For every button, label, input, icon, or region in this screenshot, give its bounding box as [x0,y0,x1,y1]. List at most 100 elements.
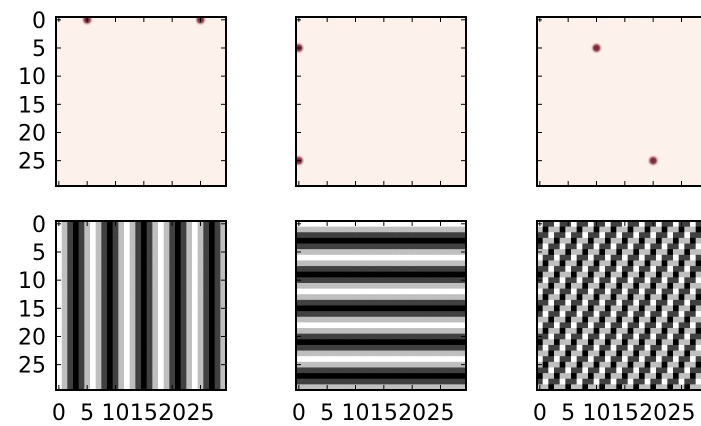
heatmap-cell [576,361,583,369]
heatmap-cell [56,288,63,295]
heatmap-cell [656,237,663,245]
heatmap-cell [341,232,348,239]
heatmap-cell [324,226,331,233]
heatmap-cell [392,277,399,284]
heatmap-cell [107,260,114,267]
heatmap-cell [633,361,640,369]
heatmap-cell [112,294,119,301]
heatmap-cell [449,344,456,352]
heatmap-cell [84,378,91,385]
heatmap-cell [313,243,320,250]
heatmap-cell [381,367,388,374]
heatmap-cell [158,221,165,228]
heatmap-cell [307,249,314,256]
heatmap-cell [678,277,685,284]
panel-bottom-middle: 0 5 10 15 20 25 [292,220,467,426]
heatmap-cell [690,322,697,329]
heatmap-cell [209,373,216,380]
heatmap-cell [610,356,617,363]
heatmap-cell [398,384,405,390]
heatmap-cell [318,237,325,245]
heatmap-cell [554,328,561,335]
heatmap-cell [437,361,444,369]
heatmap-cell [599,311,606,318]
heatmap-cell [101,316,108,323]
heatmap-cell [554,221,561,228]
heatmap-cell [650,237,657,245]
heatmap-cell [667,373,674,380]
heatmap-cell [398,266,405,273]
heatmap-cell [90,350,97,357]
heatmap-cell [644,260,651,267]
heatmap-cell [158,249,165,256]
heatmap-cell [432,316,439,323]
heatmap-cell [690,356,697,363]
heatmap-cell [443,344,450,352]
heatmap-cell [118,237,125,245]
heatmap-cell [381,271,388,278]
heatmap-cell [420,305,427,312]
heatmap-cell [118,249,125,256]
heatmap-cell [610,373,617,380]
heatmap-cell [209,237,216,245]
heatmap-cell [633,232,640,239]
heatmap-cell [112,316,119,323]
heatmap-cell [690,288,697,295]
heatmap-cell [627,221,634,228]
heatmap-cell [61,344,68,352]
heatmap-cell [324,356,331,363]
heatmap-cell [381,356,388,363]
heatmap-cell [460,288,466,295]
heatmap-cell [559,339,566,346]
heatmap-cell [616,367,623,374]
heatmap-cell [426,333,433,340]
heatmap-cell [163,243,170,250]
heatmap-cell [180,328,187,335]
heatmap-cell [152,288,159,295]
heatmap-cell [129,243,136,250]
heatmap-cell [610,266,617,273]
heatmap-cell [324,344,331,352]
heatmap-cell [610,339,617,346]
heatmap-cell [616,249,623,256]
heatmap-cell [347,260,354,267]
heatmap-cell [347,271,354,278]
heatmap-cell [605,237,612,245]
heatmap-cell [409,299,416,307]
heatmap-cell [426,260,433,267]
heatmap-cell [678,271,685,278]
heatmap-cell [73,299,80,307]
heatmap-cell [599,344,606,352]
heatmap-cell [415,344,422,352]
heatmap-cell [135,294,142,301]
heatmap-cell [307,367,314,374]
heatmap-cell [599,305,606,312]
heatmap-cell [313,339,320,346]
heatmap-cell [633,277,640,284]
heatmap-cell [565,249,572,256]
heatmap-cell [301,322,308,329]
heatmap-cell [582,271,589,278]
heatmap-cell [622,277,629,284]
heatmap-cell [307,322,314,329]
heatmap-cell [403,299,410,307]
heatmap-cell [420,384,427,390]
heatmap-cell [656,282,663,290]
heatmap-cell [175,237,182,245]
heatmap-cell [84,271,91,278]
heatmap-cell [420,299,427,307]
heatmap-cell [415,378,422,385]
heatmap-cell [610,221,617,228]
heatmap-peak [646,154,660,167]
heatmap-cell [650,299,657,307]
heatmap-cell [61,277,68,284]
heatmap-cell [209,333,216,340]
heatmap-cell [599,249,606,256]
heatmap-cell [548,299,555,307]
heatmap-cell [220,322,226,329]
x-tick-label: 25 [427,401,455,426]
heatmap-cell [415,373,422,380]
heatmap-cell [163,277,170,284]
heatmap-cell [209,260,216,267]
heatmap-cell [644,282,651,290]
